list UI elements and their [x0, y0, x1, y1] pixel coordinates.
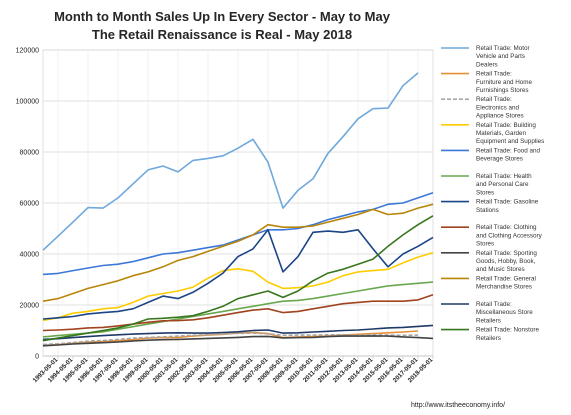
x-axis: 1993-05-011994-05-011995-05-011996-05-01…: [32, 355, 435, 384]
legend-label: Retail Trade: Food and Beverage Stores: [476, 147, 541, 162]
series-line-4: [42, 251, 434, 322]
legend-label: Retail Trade: Sporting Goods, Hobby, Book…: [476, 250, 537, 273]
series-line-3: [42, 332, 419, 346]
legend-label: Retail Trade: Nonstore Retailers: [476, 327, 539, 342]
series-line-8: [42, 294, 434, 332]
legend-label: Retail Trade: Clothing and Clothing Acces…: [476, 224, 543, 247]
legend-item-7: Retail Trade: Gasoline Stations: [441, 199, 539, 214]
chart-title-line-2: The Retail Renaissance is Real - May 201…: [92, 27, 352, 42]
y-axis: 0 20000 40000 60000 80000 100000 120000: [16, 48, 39, 361]
legend-label: Retail Trade: Gasoline Stations: [476, 199, 539, 214]
legend: Retail Trade: Motor Vehicle and Parts Deal…: [441, 45, 544, 342]
legend-label: Retail Trade: Electronics and Appliance St…: [476, 96, 524, 119]
legend-label: Retail Trade: General Merchandise Stores: [476, 275, 536, 290]
y-tick-label: 0: [35, 354, 39, 361]
series-line-10: [42, 203, 434, 302]
series-line-6: [42, 281, 434, 338]
y-tick-label: 100000: [16, 99, 39, 106]
series-line-1: [42, 72, 419, 251]
legend-item-1: Retail Trade: Motor Vehicle and Parts Deal…: [441, 45, 530, 68]
series-line-11: [42, 324, 434, 341]
legend-label: Retail Trade: Motor Vehicle and Parts Deal…: [476, 45, 530, 68]
series-lines: [42, 72, 434, 347]
y-tick-label: 80000: [20, 150, 40, 157]
y-tick-label: 40000: [20, 252, 40, 259]
series-line-5: [42, 192, 434, 276]
chart-title: Month to Month Sales Up In Every Sector …: [54, 9, 391, 42]
legend-label: Retail Trade: Miscellaneous Store Retailer…: [476, 301, 533, 324]
y-tick-label: 120000: [16, 48, 39, 55]
legend-item-4: Retail Trade: Building Materials, Garden E…: [441, 122, 544, 145]
legend-item-6: Retail Trade: Health and Personal Care Sto…: [441, 173, 532, 196]
source-url: http://www.itstheeconomy.info/: [411, 402, 505, 409]
legend-item-10: Retail Trade: General Merchandise Stores: [441, 275, 536, 291]
series-line-9: [42, 335, 434, 347]
y-tick-label: 60000: [20, 201, 40, 208]
legend-label: Retail Trade: Furniture and Home Furnishin…: [476, 71, 532, 94]
chart-title-line-1: Month to Month Sales Up In Every Sector …: [54, 9, 391, 24]
legend-item-8: Retail Trade: Clothing and Clothing Acces…: [441, 224, 543, 248]
legend-item-9: Retail Trade: Sporting Goods, Hobby, Book…: [441, 250, 537, 273]
legend-label: Retail Trade: Health and Personal Care Sto…: [476, 173, 532, 196]
series-line-7: [42, 229, 434, 320]
legend-item-11: Retail Trade: Miscellaneous Store Retailer…: [441, 301, 533, 324]
legend-item-3: Retail Trade: Electronics and Appliance St…: [441, 96, 524, 120]
legend-label: Retail Trade: Building Materials, Garden E…: [476, 122, 544, 145]
legend-item-2: Retail Trade: Furniture and Home Furnishin…: [441, 71, 532, 94]
y-tick-label: 20000: [20, 303, 40, 310]
series-line-12: [42, 215, 434, 342]
legend-item-12: Retail Trade: Nonstore Retailers: [441, 327, 539, 342]
legend-item-5: Retail Trade: Food and Beverage Stores: [441, 147, 541, 163]
